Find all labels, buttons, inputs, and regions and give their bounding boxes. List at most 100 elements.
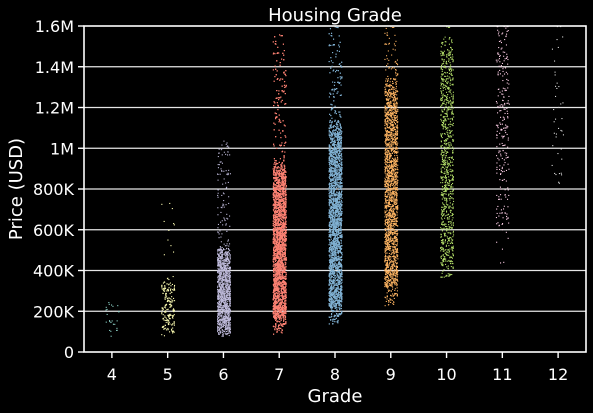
- data-point: [217, 260, 219, 262]
- data-point: [221, 289, 223, 291]
- data-point: [173, 297, 175, 299]
- data-point: [229, 303, 231, 305]
- data-point: [173, 289, 175, 291]
- data-point: [225, 251, 227, 253]
- data-point: [219, 256, 221, 258]
- data-point: [226, 295, 228, 297]
- data-point: [222, 282, 224, 284]
- data-point: [173, 308, 175, 310]
- data-point: [223, 292, 225, 294]
- data-point: [224, 281, 226, 283]
- data-point: [223, 322, 225, 324]
- data-point: [229, 288, 231, 290]
- data-point: [229, 250, 231, 252]
- data-point: [168, 321, 170, 323]
- data-point: [223, 170, 225, 172]
- data-point: [228, 277, 230, 279]
- data-point: [163, 220, 165, 222]
- data-point: [223, 273, 225, 275]
- data-point: [224, 313, 226, 315]
- data-point: [218, 291, 220, 293]
- data-point: [165, 327, 167, 329]
- data-point: [223, 269, 225, 271]
- data-point: [228, 196, 230, 198]
- data-point: [224, 302, 226, 304]
- data-point: [218, 312, 220, 314]
- data-point: [219, 230, 221, 232]
- data-point: [226, 230, 228, 232]
- data-point: [229, 273, 231, 275]
- data-point: [106, 308, 108, 310]
- data-point: [224, 267, 226, 269]
- data-point: [228, 329, 230, 331]
- data-point: [218, 308, 220, 310]
- data-point: [222, 283, 224, 285]
- data-point: [224, 289, 226, 291]
- data-point: [171, 299, 173, 301]
- data-point: [217, 317, 219, 319]
- data-point: [227, 154, 229, 156]
- data-point: [225, 320, 227, 322]
- data-point: [174, 300, 176, 302]
- data-point: [220, 289, 222, 291]
- data-point: [218, 272, 220, 274]
- data-point: [173, 323, 175, 325]
- data-point: [221, 300, 223, 302]
- data-point: [117, 305, 119, 307]
- data-point: [224, 264, 226, 266]
- data-point: [226, 272, 228, 274]
- data-point: [217, 316, 219, 318]
- data-point: [220, 311, 222, 313]
- data-point: [229, 318, 231, 320]
- data-point: [226, 263, 228, 265]
- data-point: [217, 173, 219, 175]
- data-point: [222, 284, 224, 286]
- data-point: [225, 270, 227, 272]
- data-point: [227, 311, 229, 313]
- data-point: [225, 307, 227, 309]
- data-point: [227, 284, 229, 286]
- data-point: [112, 305, 114, 307]
- data-point: [165, 311, 167, 313]
- data-point: [220, 305, 222, 307]
- data-point: [217, 313, 219, 315]
- data-point: [225, 300, 227, 302]
- data-point: [222, 310, 224, 312]
- data-point: [172, 331, 174, 333]
- data-point: [229, 299, 231, 301]
- data-point: [222, 274, 224, 276]
- data-point: [220, 236, 222, 238]
- data-point: [217, 285, 219, 287]
- data-point: [174, 284, 176, 286]
- data-point: [217, 231, 219, 233]
- data-point: [221, 285, 223, 287]
- data-point: [172, 300, 174, 302]
- data-point: [223, 259, 225, 261]
- data-point: [219, 298, 221, 300]
- data-point: [220, 264, 222, 266]
- data-point: [220, 283, 222, 285]
- data-point: [218, 329, 220, 331]
- data-point: [221, 322, 223, 324]
- data-point: [226, 324, 228, 326]
- data-point: [168, 316, 170, 318]
- data-point: [224, 292, 226, 294]
- data-point: [220, 291, 222, 293]
- data-point: [170, 306, 172, 308]
- data-point: [223, 320, 225, 322]
- data-point: [163, 319, 165, 321]
- data-point: [222, 269, 224, 271]
- data-point: [225, 278, 227, 280]
- data-point: [220, 309, 222, 311]
- data-point: [223, 319, 225, 321]
- data-point: [221, 267, 223, 269]
- data-point: [226, 308, 228, 310]
- data-point: [172, 276, 174, 278]
- data-point: [223, 299, 225, 301]
- data-point: [227, 174, 229, 176]
- data-point: [220, 315, 222, 317]
- data-point: [225, 321, 227, 323]
- data-point: [227, 332, 229, 334]
- data-point: [219, 304, 221, 306]
- data-point: [218, 277, 220, 279]
